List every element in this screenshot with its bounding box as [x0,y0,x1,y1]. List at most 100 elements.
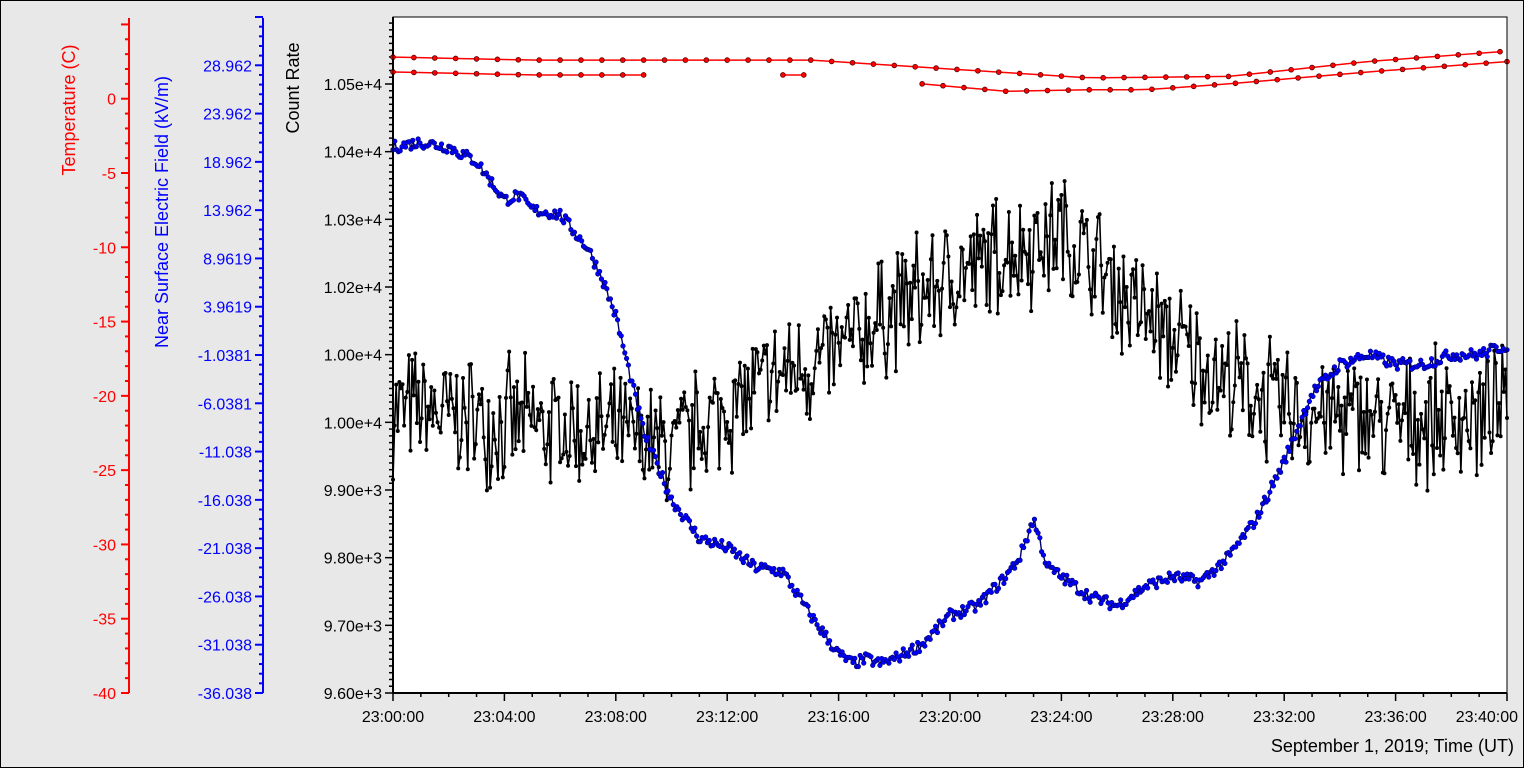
temperature-point [1455,52,1462,58]
count-rate-point [1395,420,1400,425]
count-rate-point [925,278,930,283]
efield-point [945,611,951,617]
count-rate-point [780,372,785,377]
count-rate-point [1374,394,1379,399]
count-rate-point [1364,377,1369,382]
count-rate-point [546,410,551,415]
count-rate-point [1436,407,1441,412]
count-rate-point [981,227,986,232]
count-rate-point [424,447,429,452]
temperature-point [1225,73,1232,80]
x-tick-label: 23:08:00 [585,709,647,726]
count-rate-point [1208,408,1213,413]
count-rate-point [1108,257,1113,262]
efield-point [1227,552,1233,558]
count-rate-point [803,367,808,372]
count-rate-point [521,448,526,453]
count-rate-point [596,440,601,445]
count-rate-point [1220,343,1225,348]
count-rate-point [903,258,908,263]
temperature-point [870,61,877,67]
count-rate-point [1465,428,1470,433]
temperature-tick-label: -5 [102,166,116,183]
count-rate-point [1477,370,1482,375]
count-rate-point [1446,390,1451,395]
efield-point [1443,348,1449,354]
efield-point [1136,584,1142,591]
count-rate-point [957,294,962,299]
count-rate-point [1062,179,1067,184]
temperature-tick-label: -40 [93,686,116,703]
count-rate-point [728,428,733,433]
count-rate-point [1255,382,1260,387]
count-rate-point [410,357,415,362]
count-rate-point [940,286,945,291]
count-rate-point [1185,332,1190,337]
count-rate-point [865,364,870,369]
efield-point [487,182,493,188]
temperature-point [1128,87,1134,93]
count-rate-point [1474,473,1479,478]
efield-point [744,553,750,559]
count-rate-point [823,317,828,322]
efield-tick-label: 28.962 [203,58,252,75]
count-axis-label: Count Rate [283,42,303,133]
count-rate-point [760,358,765,363]
count-rate-point [960,247,965,252]
count-rate-point [1267,334,1272,339]
count-rate-point [962,298,967,303]
count-rate-point [1080,209,1085,214]
count-rate-point [842,335,847,340]
efield-point [1242,534,1248,540]
count-rate-point [1361,409,1366,414]
efield-point [557,207,563,213]
count-rate-point [1132,295,1137,300]
temperature-point [745,57,751,63]
count-rate-point [696,446,701,451]
count-rate-point [613,443,618,448]
efield-point [981,591,987,598]
count-rate-point [1236,355,1241,360]
efield-point [645,434,651,440]
count-rate-point [690,402,695,407]
count-rate-point [497,394,502,399]
efield-point [516,197,522,203]
count-rate-point [1127,343,1132,348]
count-rate-point [1103,272,1108,277]
count-rate-point [1124,284,1129,289]
series-2 [390,48,1503,81]
count-rate-point [623,381,628,386]
temperature-point [1190,83,1197,90]
efield-point [819,625,826,631]
count-rate-point [462,405,467,410]
count-rate-point [984,302,989,307]
count-rate-point [1286,411,1291,416]
efield-point [916,648,923,655]
count-rate-point [481,435,486,440]
count-rate-point [1244,356,1249,361]
count-rate-point [1234,319,1239,324]
efield-point [661,481,667,487]
count-rate-point [1409,443,1414,448]
efield-point [413,144,419,150]
efield-point [431,140,437,146]
count-rate-point [1302,445,1307,450]
efield-tick-label: -36.038 [198,686,252,703]
efield-point [751,560,757,566]
count-rate-point [954,305,959,310]
efield-point [604,286,610,292]
count-rate-point [927,313,932,318]
count-rate-point [1455,451,1460,456]
count-tick-label: 1.04e+4 [324,145,382,162]
efield-point [1017,557,1023,563]
count-rate-point [887,296,892,301]
temperature-point [494,71,501,77]
count-rate-point [1164,304,1169,309]
efield-point [1012,565,1018,571]
count-rate-point [831,382,836,387]
efield-point [598,276,605,282]
efield-point [861,660,867,666]
efield-point [1130,594,1136,601]
efield-point [622,350,628,356]
count-rate-point [989,232,994,237]
